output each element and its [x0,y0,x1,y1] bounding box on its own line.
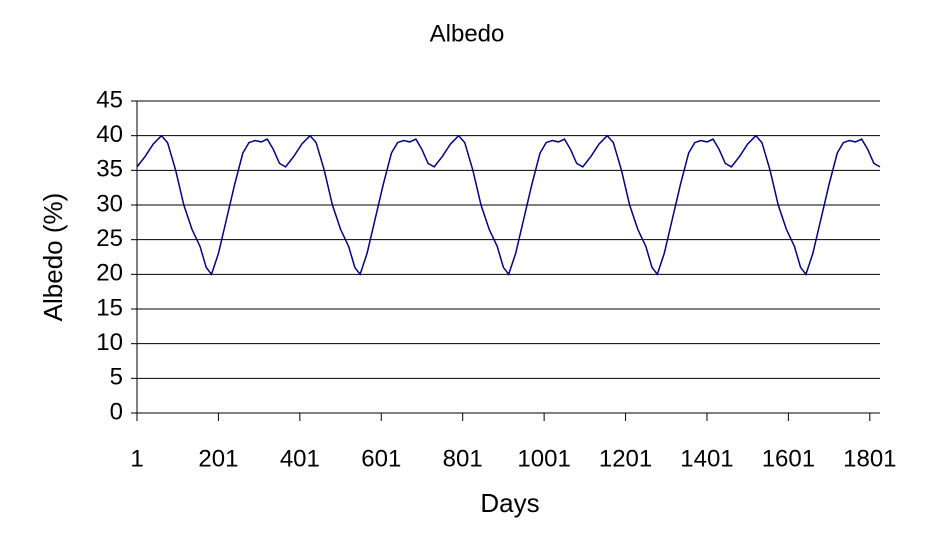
x-tick-label: 1801 [843,445,896,472]
x-axis-label: Days [480,488,539,518]
y-tick-label: 40 [96,121,123,148]
x-tick-label: 1 [130,445,143,472]
y-tick-label: 45 [96,86,123,113]
x-tick-label: 601 [361,445,401,472]
y-tick-label: 5 [110,364,123,391]
data-line [136,134,881,276]
y-axis-label: Albedo (%) [38,193,68,322]
y-tick-label: 20 [96,260,123,287]
y-tick-label: 35 [96,156,123,183]
chart-title: Albedo [430,20,505,47]
x-tick-label: 1001 [517,445,570,472]
y-tick-label: 30 [96,190,123,217]
x-tick-label: 1601 [762,445,815,472]
y-tick-label: 0 [110,398,123,425]
x-tick-label: 1201 [599,445,652,472]
x-tick-label: 401 [280,445,320,472]
y-tick-label: 15 [96,294,123,321]
x-tick-label: 1401 [680,445,733,472]
y-tick-label: 10 [96,329,123,356]
x-tick-label: 201 [198,445,238,472]
y-tick-label: 25 [96,225,123,252]
x-tick-label: 801 [443,445,483,472]
